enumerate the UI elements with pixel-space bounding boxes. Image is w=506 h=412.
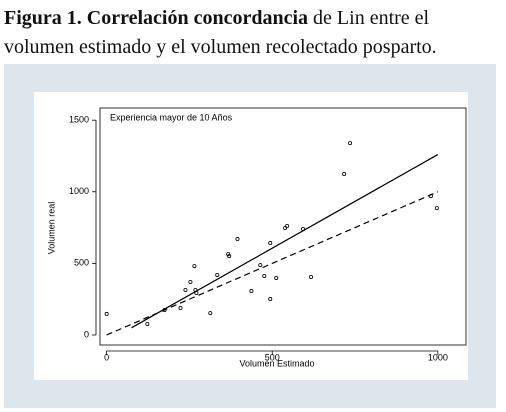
point <box>348 141 353 146</box>
plot-area <box>34 92 468 380</box>
point <box>208 311 213 316</box>
point <box>285 223 290 228</box>
caption: Figura 1. Correlación concordancia de Li… <box>4 4 502 62</box>
y-tick-label: 1500 <box>69 115 89 125</box>
point <box>434 206 439 211</box>
point <box>283 226 288 231</box>
y-axis-title: Volumen real <box>46 202 56 255</box>
x-tick-label: 0 <box>104 352 109 362</box>
point <box>308 274 313 279</box>
point <box>258 263 263 268</box>
plot-frame <box>99 107 467 346</box>
point <box>183 288 188 293</box>
point <box>194 291 199 296</box>
x-axis-title: Volumen Estimado <box>239 358 314 368</box>
point <box>274 275 279 280</box>
point <box>162 308 167 313</box>
point <box>188 279 193 284</box>
point <box>215 272 220 277</box>
point <box>192 264 197 269</box>
y-tick-label: 500 <box>74 258 89 268</box>
point <box>145 321 150 326</box>
x-tick-label: 500 <box>265 352 280 362</box>
x-tick-label: 1000 <box>428 352 448 362</box>
point <box>301 227 306 232</box>
point <box>342 172 347 177</box>
point <box>428 194 433 199</box>
annotation: Experiencia mayor de 10 Años <box>110 112 233 122</box>
point <box>104 311 109 316</box>
point <box>227 254 232 259</box>
solid-line <box>131 154 439 329</box>
point <box>268 297 273 302</box>
dashed-line <box>106 191 439 336</box>
point <box>235 237 240 242</box>
point <box>262 273 267 278</box>
caption-text: de Lin entre el volumen estimado y el vo… <box>4 7 437 58</box>
point <box>268 241 273 246</box>
y-tick-label: 0 <box>84 329 89 339</box>
caption-bold: Figura 1. Correlación concordancia <box>4 7 309 29</box>
point <box>249 289 254 294</box>
point <box>178 306 183 311</box>
point <box>226 252 231 257</box>
y-tick-label: 1000 <box>69 186 89 196</box>
